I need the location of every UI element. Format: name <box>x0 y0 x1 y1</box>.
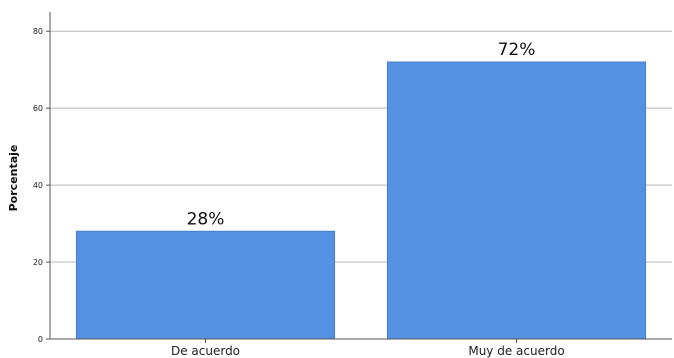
bar-de-acuerdo <box>75 230 336 340</box>
y-axis-title: Porcentaje <box>7 145 20 212</box>
y-tick-label: 80 <box>33 27 43 36</box>
y-tick-label: 20 <box>33 258 43 267</box>
data-label: 72% <box>498 40 536 60</box>
bar-muy-de-acuerdo <box>386 61 647 340</box>
y-tick-label: 40 <box>33 181 43 190</box>
axis-layer: 0 20 40 60 80 De acuerdo Muy de acuerdo <box>33 12 672 358</box>
y-tick-label: 60 <box>33 104 43 113</box>
x-category-label: Muy de acuerdo <box>468 344 564 358</box>
data-label: 28% <box>187 209 225 229</box>
bar-layer <box>75 61 647 340</box>
x-category-label: De acuerdo <box>171 344 240 358</box>
label-layer: 28% 72% <box>187 40 536 229</box>
y-tick-label: 0 <box>38 335 43 344</box>
